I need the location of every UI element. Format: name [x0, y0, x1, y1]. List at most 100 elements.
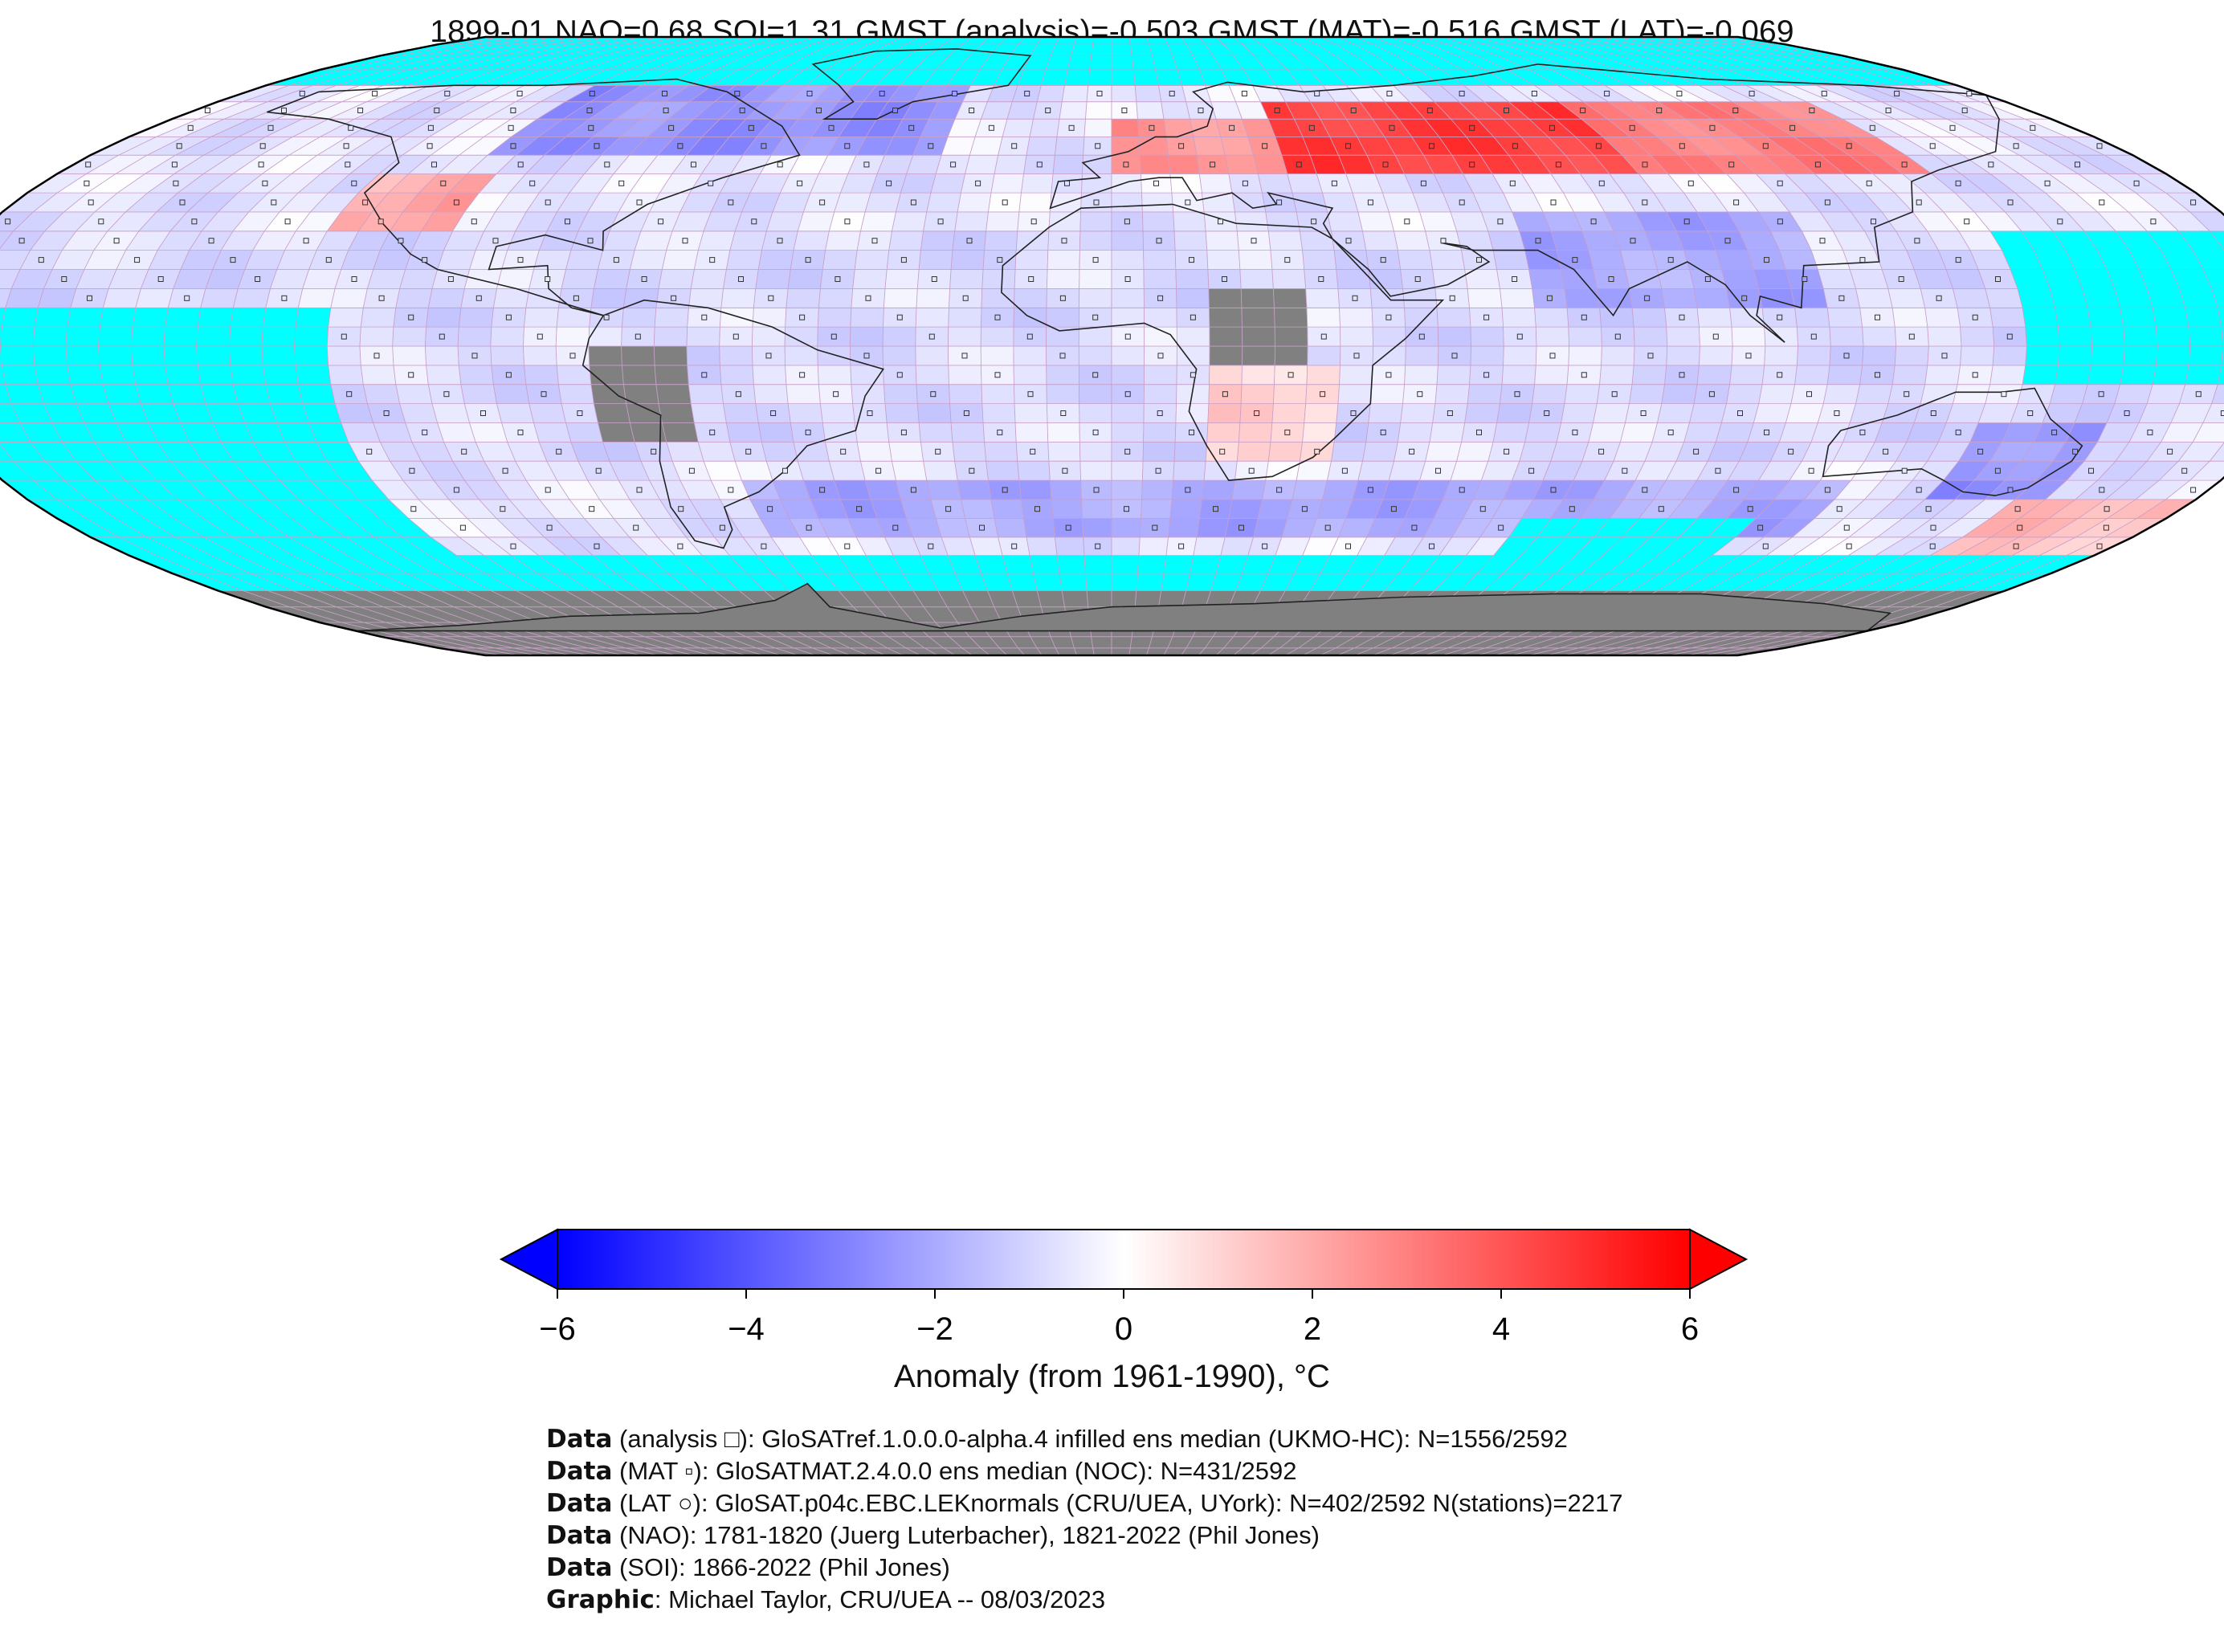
observation-marker — [1404, 218, 1410, 225]
grid-cell — [360, 307, 397, 328]
observation-marker — [1385, 372, 1392, 378]
observation-marker — [1834, 410, 1840, 416]
observation-marker — [271, 199, 277, 206]
grid-cell — [1047, 250, 1080, 270]
observation-marker — [1656, 108, 1663, 113]
grid-cell — [533, 422, 572, 443]
observation-marker — [768, 295, 774, 301]
grid-cell — [655, 384, 692, 405]
grid-cell — [2192, 250, 2224, 270]
grid-cell — [1372, 345, 1406, 366]
observation-marker — [1972, 314, 1978, 320]
grid-cell — [1134, 84, 1162, 103]
grid-cell — [1161, 101, 1190, 120]
grid-cell — [1142, 442, 1176, 462]
grid-cell — [892, 211, 928, 232]
grid-cell — [653, 345, 688, 366]
grid-cell — [1302, 422, 1337, 443]
grid-cell — [1141, 499, 1173, 519]
observation-marker — [732, 333, 739, 340]
observation-marker — [651, 448, 657, 455]
observation-marker — [1608, 276, 1614, 282]
grid-cell — [1138, 136, 1169, 156]
grid-cell — [1111, 479, 1143, 500]
grid-cell — [1790, 288, 1828, 308]
grid-cell — [1111, 230, 1145, 251]
observation-marker — [281, 295, 288, 301]
observation-marker — [1218, 218, 1223, 225]
observation-marker — [588, 124, 594, 131]
grid-cell — [2155, 345, 2191, 366]
grid-cell — [1134, 589, 1162, 608]
grid-cell — [1240, 384, 1275, 405]
observation-marker — [258, 161, 264, 168]
grid-cell — [1006, 573, 1038, 591]
observation-marker — [1802, 276, 1808, 282]
observation-marker — [1961, 108, 1968, 113]
grid-cell — [819, 403, 855, 423]
grid-cell — [392, 326, 427, 347]
grid-cell — [621, 365, 657, 385]
observation-marker — [892, 524, 899, 531]
observation-marker — [770, 410, 777, 416]
grid-cell — [817, 345, 851, 366]
observation-marker — [1093, 199, 1100, 206]
observation-marker — [517, 257, 524, 263]
observation-marker — [1871, 218, 1876, 225]
grid-cell — [1826, 307, 1863, 328]
observation-marker — [1229, 124, 1235, 131]
observation-marker — [1189, 429, 1194, 435]
grid-cell — [1059, 573, 1088, 591]
observation-marker — [459, 524, 466, 531]
grid-cell — [557, 384, 594, 405]
grid-cell — [797, 211, 835, 232]
grid-cell — [1661, 288, 1698, 308]
observation-marker — [1213, 506, 1218, 512]
observation-marker — [378, 295, 385, 301]
observation-marker — [453, 487, 459, 493]
observation-marker — [517, 429, 524, 435]
grid-cell — [524, 365, 559, 385]
observation-marker — [1885, 108, 1891, 113]
grid-cell — [2192, 422, 2224, 443]
grid-cell — [905, 37, 939, 45]
grid-cell — [1014, 403, 1048, 423]
grid-cell — [1960, 326, 1995, 347]
grid-cell — [1368, 403, 1404, 423]
observation-marker — [2195, 391, 2202, 398]
grid-cell — [948, 326, 981, 347]
grid-cell — [265, 384, 304, 405]
observation-marker — [1385, 314, 1392, 320]
observation-marker — [828, 124, 835, 131]
observation-marker — [1712, 333, 1719, 340]
observation-marker — [502, 467, 508, 474]
observation-marker — [362, 199, 369, 206]
grid-cell — [555, 326, 590, 347]
grid-cell — [752, 365, 787, 385]
grid-cell — [1794, 307, 1830, 328]
grid-cell — [1887, 288, 1926, 308]
grid-cell — [1111, 422, 1145, 443]
grid-cell — [892, 460, 928, 481]
grid-cell — [1033, 573, 1063, 591]
grid-cell — [1111, 636, 1132, 649]
grid-cell — [525, 288, 562, 308]
observation-marker — [1737, 410, 1743, 416]
observation-marker — [865, 295, 871, 301]
observation-marker — [1124, 218, 1130, 225]
observation-marker — [682, 238, 688, 244]
grid-cell — [1397, 422, 1434, 443]
grid-cell — [961, 499, 995, 519]
grid-cell — [859, 211, 896, 232]
grid-cell — [1111, 43, 1132, 56]
grid-cell — [2058, 326, 2093, 347]
grid-cell — [334, 403, 374, 423]
grid-cell — [725, 250, 762, 270]
grid-cell — [923, 460, 958, 481]
grid-cell — [269, 269, 310, 289]
grid-cell — [935, 518, 970, 538]
observation-marker — [208, 238, 214, 244]
observation-marker — [422, 257, 428, 263]
observation-marker — [1314, 91, 1320, 96]
observation-marker — [1994, 467, 2001, 474]
